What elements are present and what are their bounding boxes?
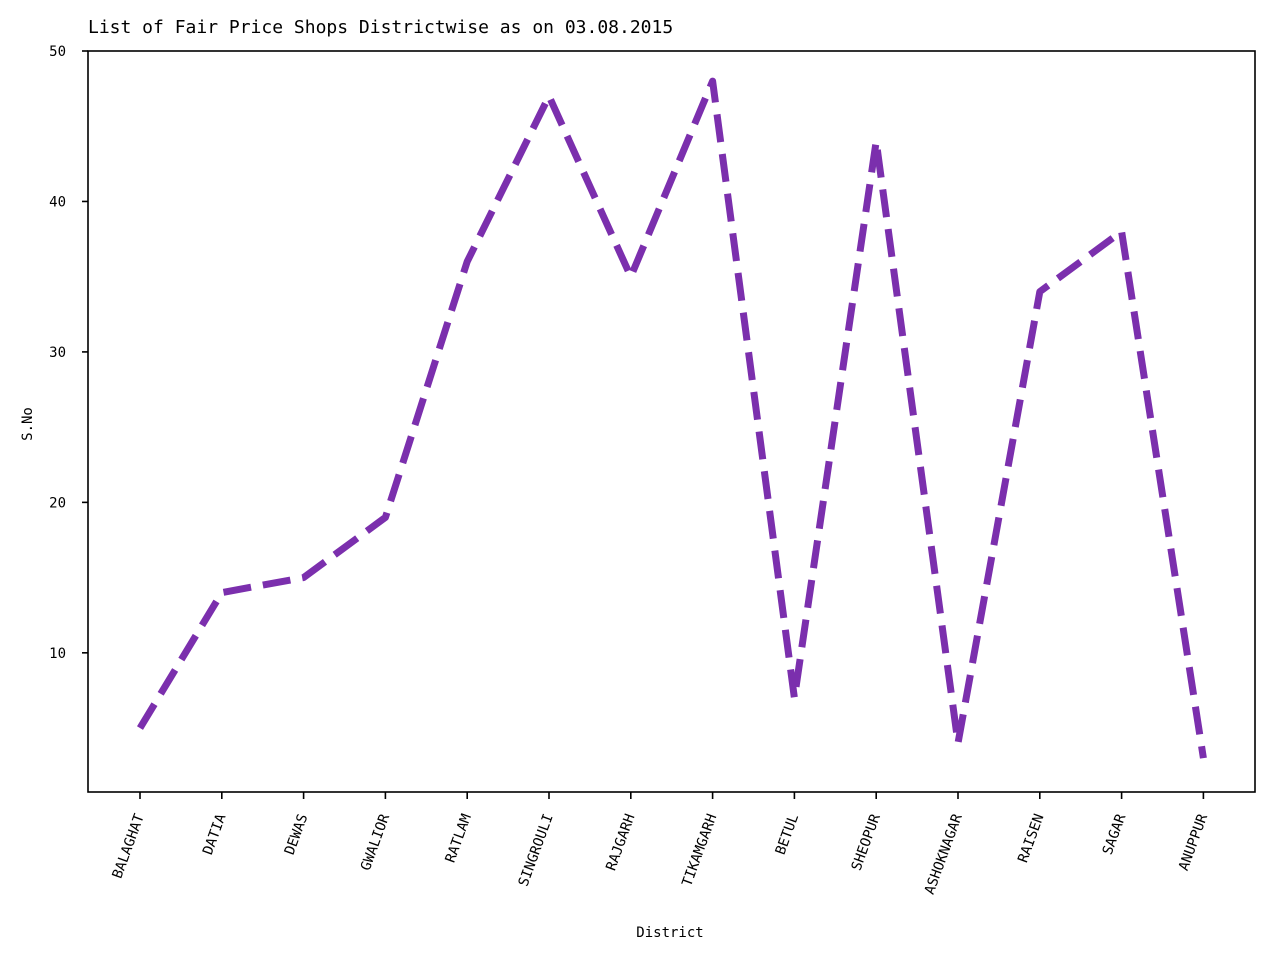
data-point [712,81,713,82]
series-line [137,77,1207,759]
y-tick-label: 20 [49,495,66,511]
plot-frame [87,50,1256,793]
data-point [794,697,795,698]
data-point [140,728,141,729]
y-tick-label: 10 [49,646,66,662]
data-point [1121,231,1122,232]
data-point [630,276,631,277]
data-point [1039,291,1040,292]
data-point [1203,758,1204,759]
x-tick-label: DATIA [200,811,230,857]
data-point [958,743,959,744]
y-axis: 10 20 30 40 50 [49,44,88,662]
data-point [303,577,304,578]
x-tick-label: ASHOKNAGAR [922,811,966,896]
data-point [385,517,386,518]
x-tick-label: RATLAM [443,812,475,865]
x-tick-label: BALAGHAT [110,811,148,880]
x-tick-label: RAISEN [1015,812,1047,865]
y-axis-label: S.No [20,407,36,441]
x-tick-label: ANUPPUR [1176,811,1211,872]
x-tick-label: SHEOPUR [849,811,884,872]
x-tick-label: BETUL [773,812,802,857]
x-axis: BALAGHAT DATIA DEWAS GWALIOR RATLAM SINGROULI… [110,792,1211,897]
data-point [549,96,550,97]
x-tick-label: TIKAMGARH [679,812,720,889]
data-point [467,261,468,262]
y-tick-label: 40 [49,194,66,210]
x-tick-label: RAJGARH [603,812,638,873]
x-tick-label: GWALIOR [358,811,393,872]
series-layer [137,77,1207,759]
x-tick-label: SINGROULI [516,812,557,889]
data-point [221,592,222,593]
y-tick-label: 50 [49,44,66,60]
x-axis-label: District [636,925,703,941]
x-tick-label: DEWAS [282,812,311,857]
y-tick-label: 30 [49,345,66,361]
x-tick-label: SAGAR [1100,811,1130,857]
chart-title: List of Fair Price Shops Districtwise as… [88,17,673,38]
data-point [876,141,877,142]
